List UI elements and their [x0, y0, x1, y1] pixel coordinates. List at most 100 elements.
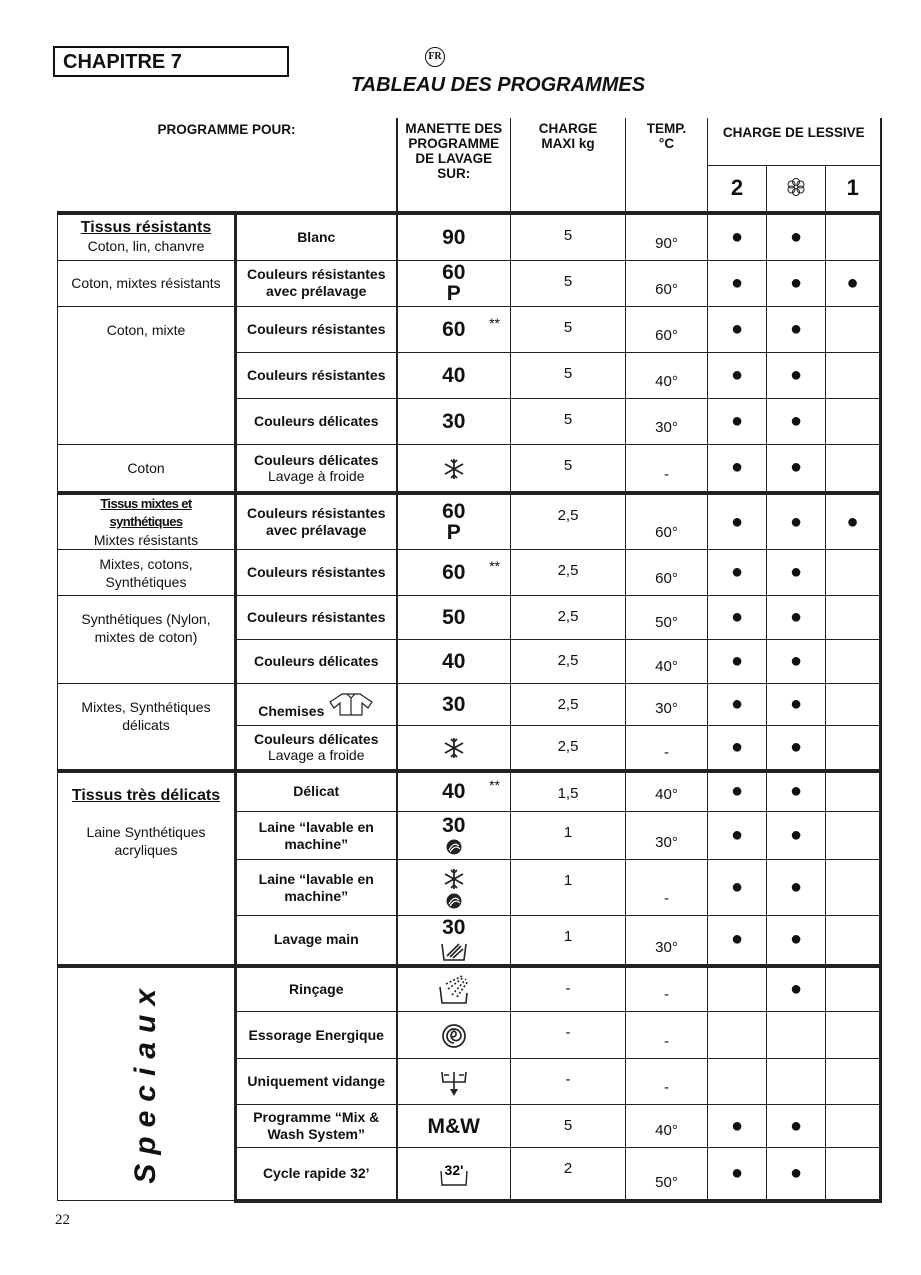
temperature: 30° — [625, 811, 708, 860]
knob-value: 30 — [442, 693, 466, 716]
note-stars: ** — [489, 314, 500, 331]
temperature: 60° — [625, 549, 708, 596]
program-name: Couleurs résistantes avec prélavage — [247, 505, 386, 538]
temperature: 90° — [625, 211, 708, 261]
lessive-main-dot — [825, 211, 882, 261]
program-name-cell: Couleurs délicates Lavage a froide — [235, 725, 397, 771]
program-name-cell: Rinçage — [235, 963, 397, 1012]
lessive-softener-dot: ● — [766, 259, 826, 307]
snowflake-icon — [444, 738, 464, 759]
program-name: Uniquement vidange — [247, 1073, 386, 1089]
program-sub: Lavage a froide — [267, 747, 365, 764]
knob-setting — [398, 1069, 511, 1097]
lessive-prewash-dot: ● — [707, 549, 767, 596]
temperature: 60° — [625, 259, 708, 307]
chapter-label: CHAPITRE 7 — [53, 46, 289, 77]
program-name: Couleurs résistantes — [247, 320, 386, 337]
program-name-cell: Lavage main — [235, 915, 397, 966]
lessive-main-dot — [825, 549, 882, 596]
temperature: - — [625, 1058, 708, 1105]
knob-setting: 60 ** — [398, 315, 511, 340]
knob-cell — [395, 859, 511, 916]
charge-max: 5 — [510, 397, 626, 445]
lessive-prewash-dot: ● — [707, 725, 767, 771]
temperature: - — [625, 963, 708, 1012]
program-name-cell: Couleurs délicates — [235, 397, 397, 445]
program-name-cell: Couleurs délicates Lavage à froide — [235, 443, 397, 494]
lessive-softener-dot: ● — [766, 768, 826, 812]
table-row: Synthétiques (Nylon, mixtes de coton) Cou… — [57, 595, 882, 684]
drain-icon — [440, 1071, 467, 1096]
knob-setting — [398, 975, 511, 1005]
knob-setting — [398, 737, 511, 759]
knob-value: 30 — [442, 916, 466, 940]
knob-cell: 60 ** — [395, 549, 511, 596]
knob-setting: 60 P — [398, 501, 511, 543]
program-name-cell: Laine “lavable en machine” — [235, 811, 397, 860]
lessive-prewash-dot: ● — [707, 639, 767, 684]
temperature: - — [625, 443, 708, 494]
lessive-main-dot — [825, 1104, 882, 1148]
knob-cell: M&W — [395, 1104, 511, 1148]
lessive-softener-dot: ● — [766, 443, 826, 494]
lessive-prewash-dot: ● — [707, 768, 767, 812]
fabric-group: Tissus résistants Coton, lin, chanvre — [57, 211, 237, 261]
program-name-cell: Essorage Energique — [235, 1011, 397, 1059]
quick-wash-icon: 32' — [440, 1162, 468, 1186]
fabric-group: Synthétiques (Nylon, mixtes de coton) — [57, 595, 237, 684]
fabric-group: Coton — [57, 443, 237, 494]
program-name: Chemises — [258, 702, 325, 719]
temperature: 40° — [625, 768, 708, 812]
header-lessive: CHARGE DE LESSIVE — [707, 118, 882, 165]
fabric-group: Tissus mixtes et synthétiques Mixtes rési… — [57, 491, 237, 550]
fabric-group: Mixtes, cotons, Synthétiques — [57, 549, 237, 596]
program-name-cell: Délicat — [235, 768, 397, 812]
lessive-main-dot — [825, 725, 882, 771]
lessive-prewash-dot — [707, 1058, 767, 1105]
handwash-icon — [440, 943, 467, 962]
lessive-prewash-dot: ● — [707, 595, 767, 640]
lessive-main-dot — [825, 1147, 882, 1203]
program-name: Couleurs délicates — [254, 731, 379, 748]
temperature: 40° — [625, 1104, 708, 1148]
fabric-group: Mixtes, Synthétiques délicats — [57, 683, 237, 771]
temperature: 60° — [625, 491, 708, 550]
lessive-main-dot — [825, 915, 882, 966]
knob-setting: 40 — [398, 651, 511, 672]
charge-max: 1,5 — [510, 768, 626, 812]
temperature: 30° — [625, 915, 708, 966]
group-fabrics: Mixtes, cotons, Synthétiques — [99, 555, 193, 590]
group-fabrics: Coton, mixtes résistants — [71, 275, 221, 291]
program-name: Couleurs délicates — [254, 451, 379, 468]
knob-value: 30 — [442, 409, 466, 433]
knob-value: M&W — [427, 1114, 480, 1138]
lessive-softener-dot: ● — [766, 305, 826, 353]
program-name-cell: Couleurs résistantes avec prélavage — [235, 491, 397, 550]
program-name: Délicat — [293, 783, 340, 800]
knob-cell: 30 — [395, 683, 511, 726]
header-programme-pour: PROGRAMME POUR: — [157, 122, 296, 137]
knob-setting: 30 — [398, 917, 511, 962]
knob-value: 60 — [442, 500, 466, 523]
lessive-softener-dot: ● — [766, 915, 826, 966]
knob-setting: M&W — [398, 1116, 511, 1137]
knob-value: 60 — [442, 261, 466, 284]
charge-max: 5 — [510, 259, 626, 307]
lessive-softener-dot: ● — [766, 859, 826, 916]
program-name: Couleurs résistantes — [247, 366, 386, 383]
knob-value: 40 — [442, 363, 466, 387]
program-name-cell: Couleurs résistantes — [235, 351, 397, 399]
charge-max: 5 — [510, 211, 626, 261]
program-name: Couleurs délicates — [254, 412, 379, 429]
program-name: Couleurs résistantes — [247, 609, 386, 625]
table-row: Cycle rapide 32’ 32' 2 50° ● ● — [58, 1147, 882, 1203]
flower-icon — [787, 177, 805, 196]
temperature: - — [625, 859, 708, 916]
charge-max: - — [510, 963, 626, 1012]
program-name: Rinçage — [289, 980, 344, 997]
lessive-softener-dot: ● — [766, 811, 826, 860]
program-name-cell: Blanc — [235, 211, 397, 261]
lessive-main-dot — [825, 397, 882, 445]
lessive-prewash-dot: ● — [707, 683, 767, 726]
knob-cell: 32' — [395, 1147, 511, 1203]
